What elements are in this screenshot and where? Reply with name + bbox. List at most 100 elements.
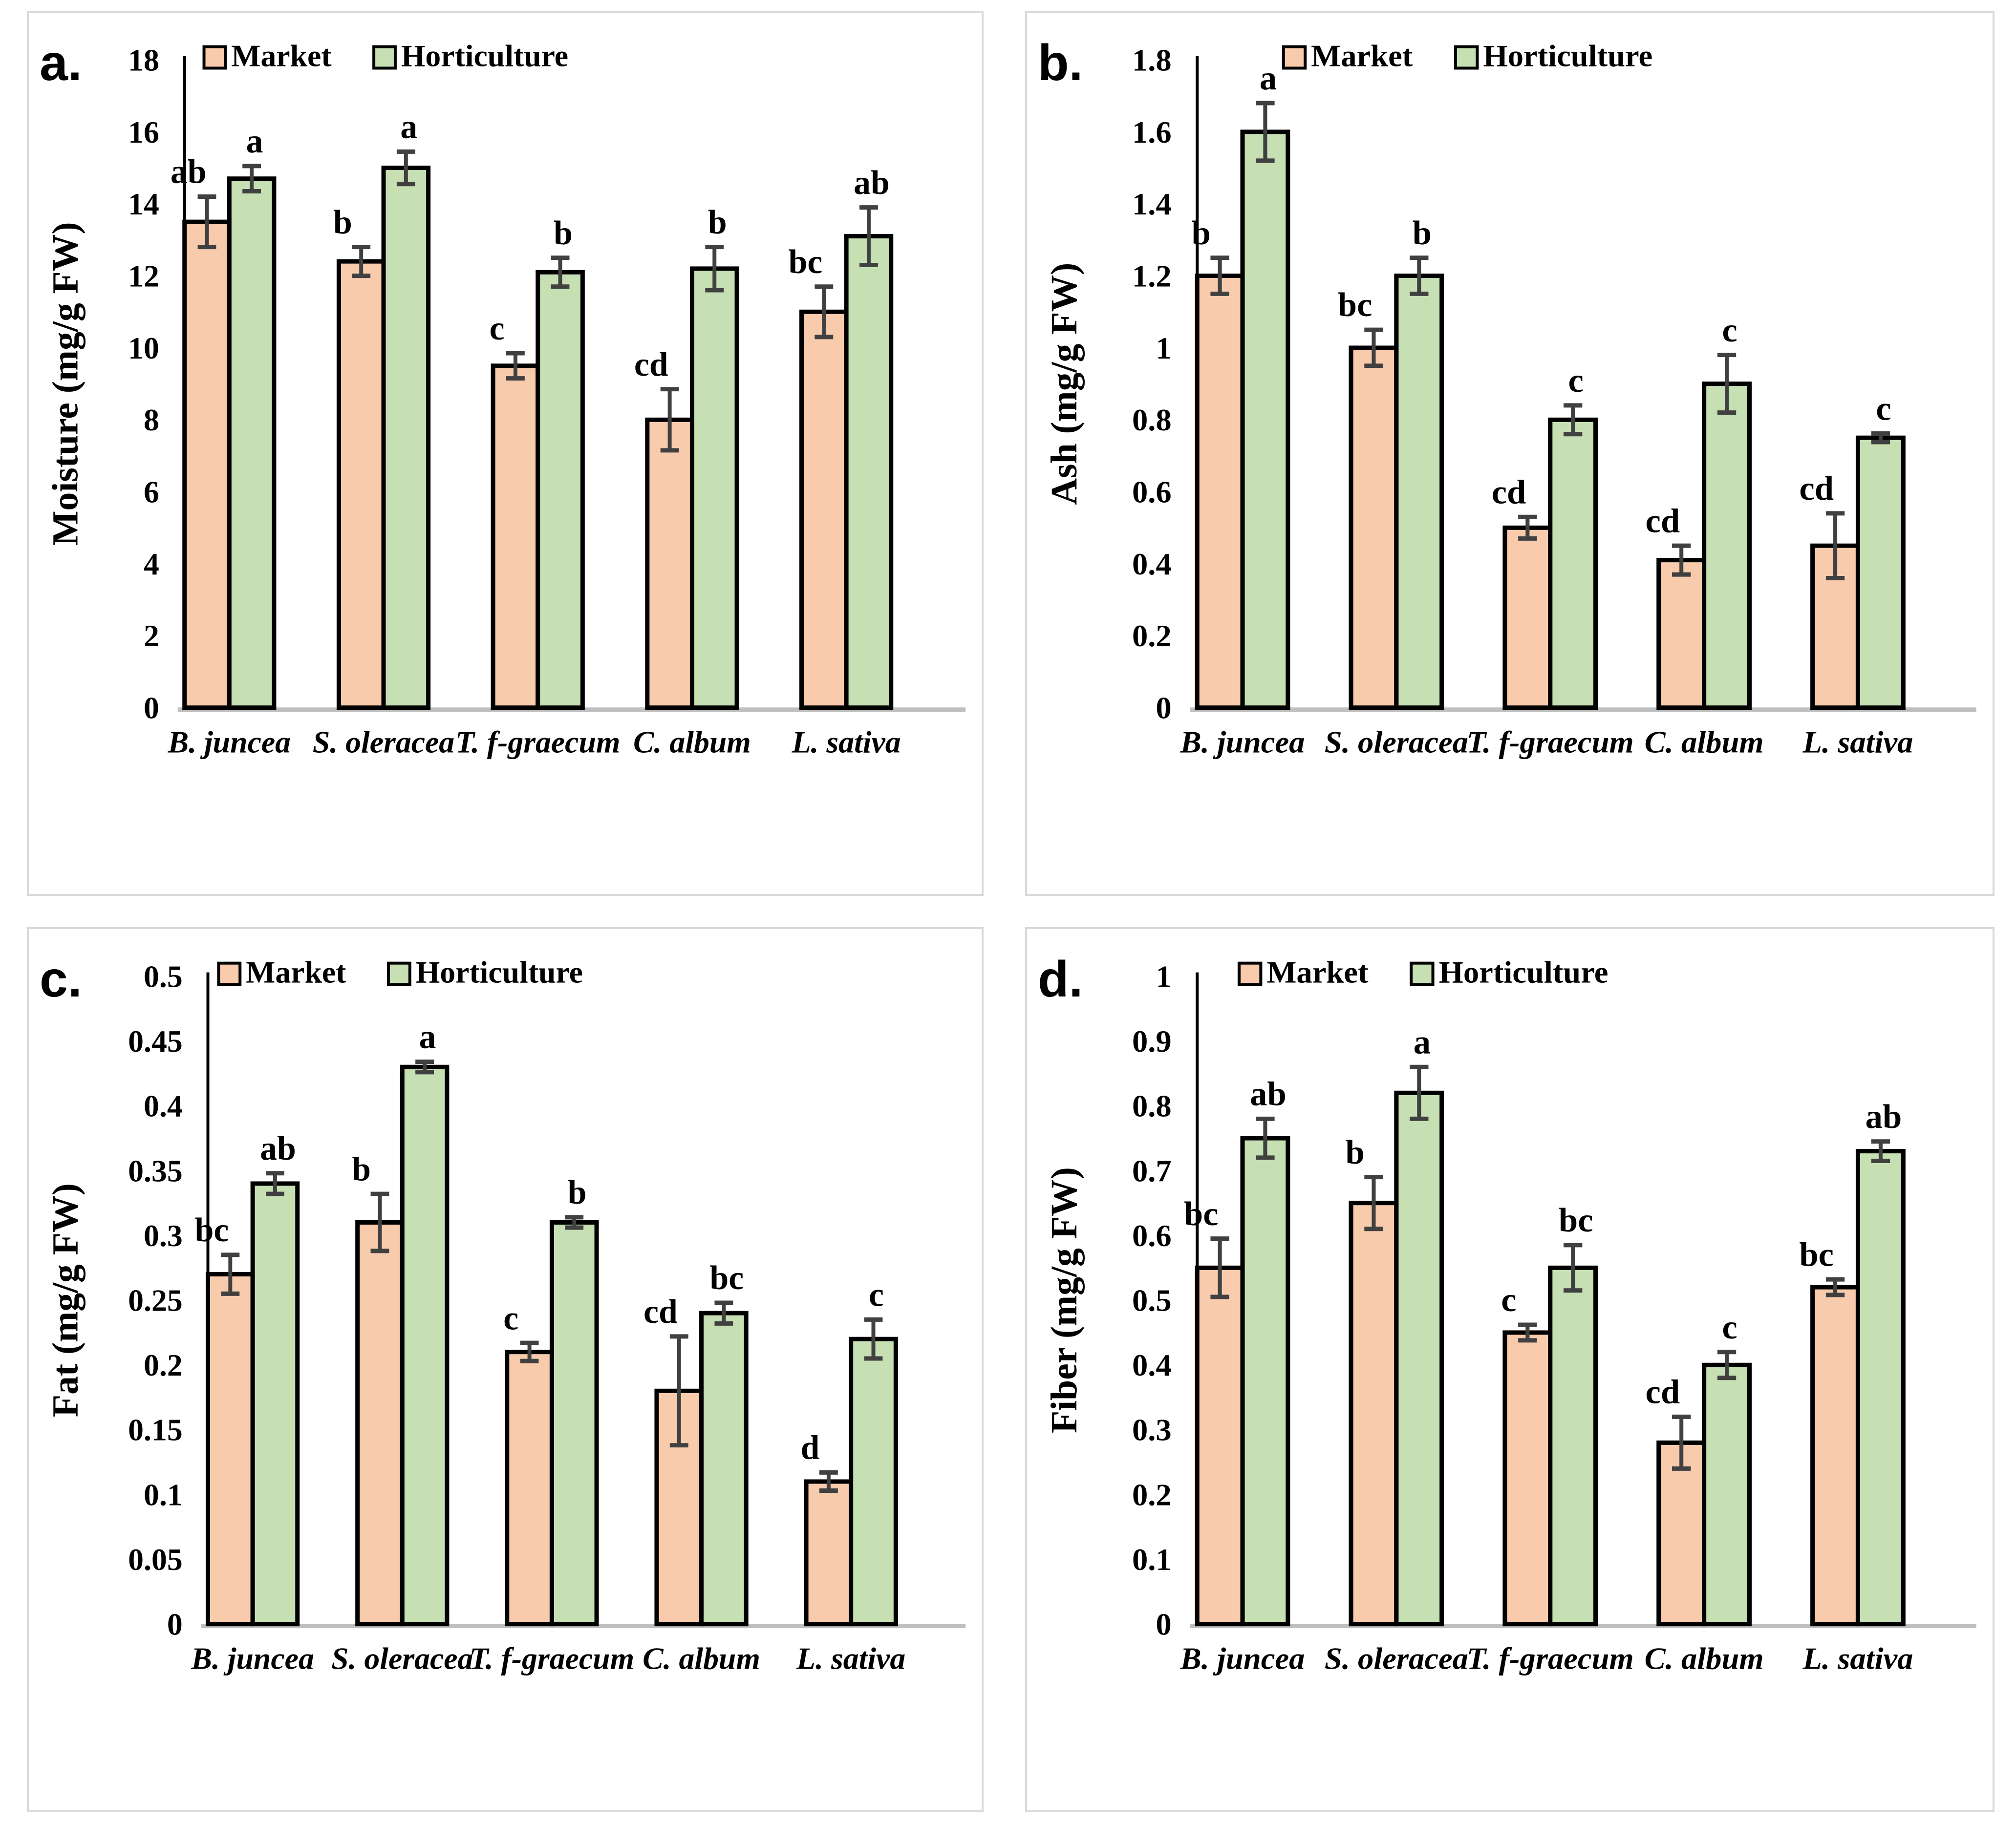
significance-label: b <box>568 1174 587 1211</box>
y-tick-label: 0.9 <box>1132 1024 1172 1059</box>
bar-market-5 <box>799 309 849 710</box>
y-tick-label: 0.2 <box>1132 619 1172 654</box>
bar-horticulture-3 <box>549 1220 599 1627</box>
bar-horticulture-2 <box>1394 274 1444 710</box>
significance-label: cd <box>1646 502 1680 540</box>
significance-label: c <box>490 310 505 347</box>
significance-label: ab <box>1250 1075 1287 1113</box>
significance-label: ab <box>1866 1098 1902 1135</box>
legend-label-market: Market <box>1311 39 1413 73</box>
bar-horticulture-4 <box>689 266 739 710</box>
significance-label: bc <box>709 1259 744 1297</box>
y-tick-label: 0.4 <box>144 1089 183 1124</box>
bar-horticulture-5 <box>844 234 894 710</box>
bar-market-2 <box>336 259 386 710</box>
x-category-label: L. sativa <box>1802 1641 1913 1676</box>
panel-letter-b: b. <box>1038 35 1083 91</box>
bar-horticulture-3 <box>1548 417 1598 710</box>
significance-label: a <box>419 1018 436 1056</box>
bar-horticulture-1 <box>1240 129 1290 710</box>
x-category-label: B. juncea <box>168 724 291 759</box>
significance-label: a <box>400 108 417 146</box>
y-tick-label: 0 <box>1156 1607 1171 1642</box>
y-tick-label: 1.8 <box>1132 43 1172 78</box>
y-axis-title: Moisture (mg/g FW) <box>45 222 86 545</box>
y-tick-label: 6 <box>144 475 159 509</box>
significance-label: a <box>1260 60 1277 97</box>
bar-horticulture-2 <box>1394 1090 1444 1627</box>
y-tick-label: 0.3 <box>144 1218 183 1253</box>
significance-label: ab <box>171 153 207 191</box>
bar-market-3 <box>1502 1330 1553 1627</box>
legend-label-market: Market <box>1266 955 1369 990</box>
significance-label: c <box>1876 390 1891 427</box>
significance-label: ab <box>854 164 890 202</box>
y-tick-label: 4 <box>144 547 159 581</box>
y-axis-title: Fiber (mg/g FW) <box>1043 1167 1085 1433</box>
significance-label: bc <box>789 243 823 281</box>
x-category-label: L. sativa <box>792 724 901 759</box>
y-tick-label: 0 <box>144 691 159 725</box>
significance-label: bc <box>195 1211 229 1249</box>
legend-swatch-market <box>1282 45 1307 70</box>
significance-label: c <box>869 1276 884 1314</box>
significance-label: cd <box>634 346 668 383</box>
x-category-label: S. oleracea <box>313 724 454 759</box>
significance-label: b <box>1413 214 1432 252</box>
y-tick-label: 1.6 <box>1132 115 1172 149</box>
y-tick-label: 0.7 <box>1132 1154 1172 1188</box>
significance-label: b <box>554 214 573 252</box>
panel-moisture: a. 0 2 4 6 8 10 12 14 16 18 Moisture (mg/g FW) ab a B… <box>27 11 984 896</box>
significance-label: cd <box>643 1293 678 1331</box>
significance-label: cd <box>1646 1373 1680 1411</box>
bar-horticulture-3 <box>1548 1265 1598 1627</box>
y-axis-title: Ash (mg/g FW) <box>1043 263 1085 505</box>
legend-swatch-horticulture <box>1454 45 1479 70</box>
bar-market-5 <box>1810 1285 1861 1627</box>
fat-chart-svg: 0 0.05 0.1 0.15 0.2 0.25 0.3 0.35 0.4 0.45 0.5 Fat … <box>45 955 966 1676</box>
bar-market-1 <box>206 1272 255 1627</box>
y-tick-label: 0.4 <box>1132 1348 1172 1383</box>
bar-market-2 <box>1349 1201 1399 1627</box>
x-category-label: S. oleracea <box>331 1641 473 1676</box>
significance-label: cd <box>1799 469 1834 507</box>
y-tick-label: 0.45 <box>128 1024 183 1059</box>
bar-market-4 <box>1656 558 1707 710</box>
legend-label-horticulture: Horticulture <box>416 955 583 990</box>
y-tick-label: 12 <box>128 259 159 294</box>
y-tick-label: 0.1 <box>1132 1542 1172 1577</box>
y-tick-label: 0 <box>167 1607 183 1642</box>
y-tick-label: 0.6 <box>1132 475 1172 509</box>
x-category-label: B. juncea <box>1180 1641 1305 1676</box>
significance-label: bc <box>1338 286 1373 324</box>
x-category-label: C. album <box>633 724 751 759</box>
legend-swatch-horticulture <box>386 961 411 986</box>
x-category-label: L. sativa <box>1802 725 1913 760</box>
legend-label-market: Market <box>231 39 331 73</box>
significance-label: b <box>708 204 727 241</box>
x-category-label: T. f-graecum <box>1467 725 1634 760</box>
legend-label-horticulture: Horticulture <box>1483 39 1653 73</box>
panel-letter-d: d. <box>1038 951 1083 1008</box>
significance-label: b <box>1192 214 1211 252</box>
bar-horticulture-2 <box>381 166 431 710</box>
y-tick-label: 0 <box>1156 691 1171 725</box>
y-tick-label: 0.1 <box>144 1477 183 1512</box>
bar-horticulture-1 <box>250 1181 300 1627</box>
x-category-label: B. juncea <box>1180 725 1305 760</box>
y-tick-label: 0.6 <box>1132 1218 1172 1253</box>
y-tick-label: 8 <box>144 403 159 437</box>
legend-swatch-horticulture <box>1410 961 1435 986</box>
bar-market-2 <box>355 1220 405 1627</box>
significance-label: c <box>1722 1308 1737 1346</box>
bar-horticulture-5 <box>1855 435 1906 710</box>
bar-market-1 <box>1195 274 1245 710</box>
bar-horticulture-5 <box>849 1336 898 1627</box>
bar-horticulture-1 <box>1240 1136 1290 1627</box>
bar-market-1 <box>1195 1265 1245 1627</box>
bar-market-3 <box>505 1350 554 1627</box>
legend-label-horticulture: Horticulture <box>1439 955 1609 990</box>
legend-label-horticulture: Horticulture <box>401 39 568 73</box>
y-tick-label: 0.3 <box>1132 1413 1172 1447</box>
